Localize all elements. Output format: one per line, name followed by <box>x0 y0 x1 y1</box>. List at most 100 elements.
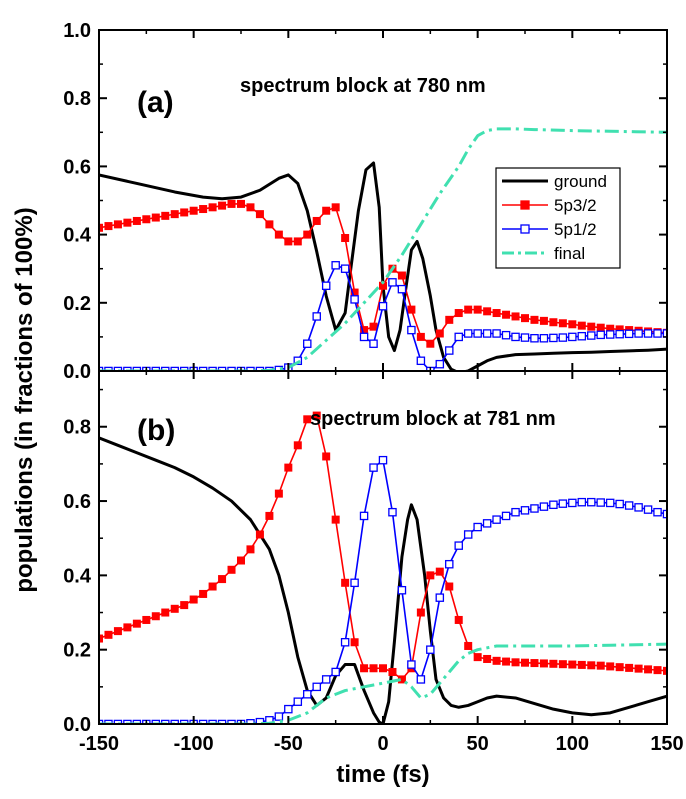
data-point <box>378 455 388 465</box>
data-point <box>615 663 624 672</box>
data-point <box>644 665 653 674</box>
data-point <box>284 704 293 714</box>
series-line-ground <box>99 436 667 724</box>
data-point <box>198 719 208 724</box>
data-point <box>151 213 160 222</box>
legend-label: 5p3/2 <box>554 196 597 215</box>
data-point <box>312 411 321 420</box>
data-point <box>549 318 558 327</box>
data-point <box>549 659 558 668</box>
data-point <box>350 638 359 647</box>
data-point <box>303 690 312 699</box>
data-point <box>218 575 227 584</box>
panel-label: (a) <box>137 86 174 119</box>
data-point <box>492 656 501 665</box>
data-point <box>340 638 350 647</box>
data-point <box>132 216 141 225</box>
data-point <box>587 322 596 331</box>
plot-area <box>99 127 667 371</box>
data-point <box>142 215 151 224</box>
data-point <box>303 415 312 424</box>
data-point <box>634 664 643 673</box>
data-point <box>265 511 274 520</box>
data-point <box>473 329 482 338</box>
data-point <box>521 658 530 667</box>
data-point <box>161 719 170 724</box>
data-point <box>445 559 454 569</box>
data-point <box>369 463 378 472</box>
data-point <box>482 329 492 338</box>
data-point <box>530 659 539 668</box>
data-point <box>227 719 236 724</box>
data-point <box>663 666 667 675</box>
data-point <box>369 664 378 673</box>
data-point <box>397 284 407 294</box>
data-point <box>454 309 463 318</box>
panel-annotation: spectrum block at 780 nm <box>240 75 486 97</box>
legend: ground 5p3/2 5p1/2 final <box>495 167 621 269</box>
data-point <box>454 541 463 550</box>
y-tick-label: 0.2 <box>63 640 91 662</box>
legend-label: ground <box>554 172 607 191</box>
data-point <box>359 511 369 521</box>
data-point <box>331 515 340 524</box>
data-point <box>142 615 151 624</box>
x-tick-label: 150 <box>650 733 683 755</box>
data-point <box>293 356 303 366</box>
data-point <box>388 507 397 517</box>
data-point <box>407 305 416 314</box>
data-point <box>341 578 350 587</box>
data-point <box>473 653 482 662</box>
data-point <box>502 310 511 319</box>
data-point <box>530 315 539 324</box>
data-point <box>653 329 662 338</box>
data-point <box>303 230 312 239</box>
data-point <box>426 645 435 654</box>
data-point <box>426 571 435 580</box>
data-point <box>322 206 331 215</box>
data-point <box>501 511 511 521</box>
data-point <box>199 589 208 598</box>
x-tick-label: -150 <box>79 733 119 755</box>
data-point <box>388 278 397 287</box>
y-tick-label: 0.4 <box>63 565 92 587</box>
data-point <box>132 619 141 628</box>
data-point <box>549 500 558 510</box>
data-point <box>407 660 416 669</box>
data-point <box>577 497 587 507</box>
data-point <box>246 203 255 212</box>
data-point <box>208 582 217 591</box>
data-point <box>359 332 369 342</box>
data-point <box>369 339 378 348</box>
series-line-5p3-2 <box>99 414 667 681</box>
data-point <box>464 641 473 650</box>
data-point <box>483 307 492 316</box>
data-point <box>445 582 454 591</box>
data-point <box>331 667 340 677</box>
data-point <box>132 719 142 724</box>
data-point <box>539 316 548 325</box>
data-point <box>558 333 568 342</box>
data-point <box>113 220 122 229</box>
panel-a: 0.0 0.2 0.4 0.6 0.8 1.0 (a) spectrum block at 7… <box>63 20 668 383</box>
data-point <box>492 329 501 338</box>
legend-box <box>495 167 621 269</box>
data-point <box>350 295 359 304</box>
data-point <box>236 199 245 208</box>
data-point <box>179 719 189 724</box>
data-point <box>587 497 596 507</box>
data-point <box>350 578 359 588</box>
data-point <box>397 585 407 595</box>
data-point <box>568 660 577 669</box>
x-tick-label: 100 <box>556 733 589 755</box>
data-point <box>236 556 245 565</box>
data-point <box>501 330 511 340</box>
data-point <box>445 346 454 355</box>
data-point <box>416 675 426 684</box>
data-point <box>558 319 567 328</box>
data-point <box>596 330 605 340</box>
data-point <box>482 519 492 528</box>
data-point <box>170 604 179 613</box>
data-point <box>113 627 122 636</box>
data-point <box>312 312 321 321</box>
